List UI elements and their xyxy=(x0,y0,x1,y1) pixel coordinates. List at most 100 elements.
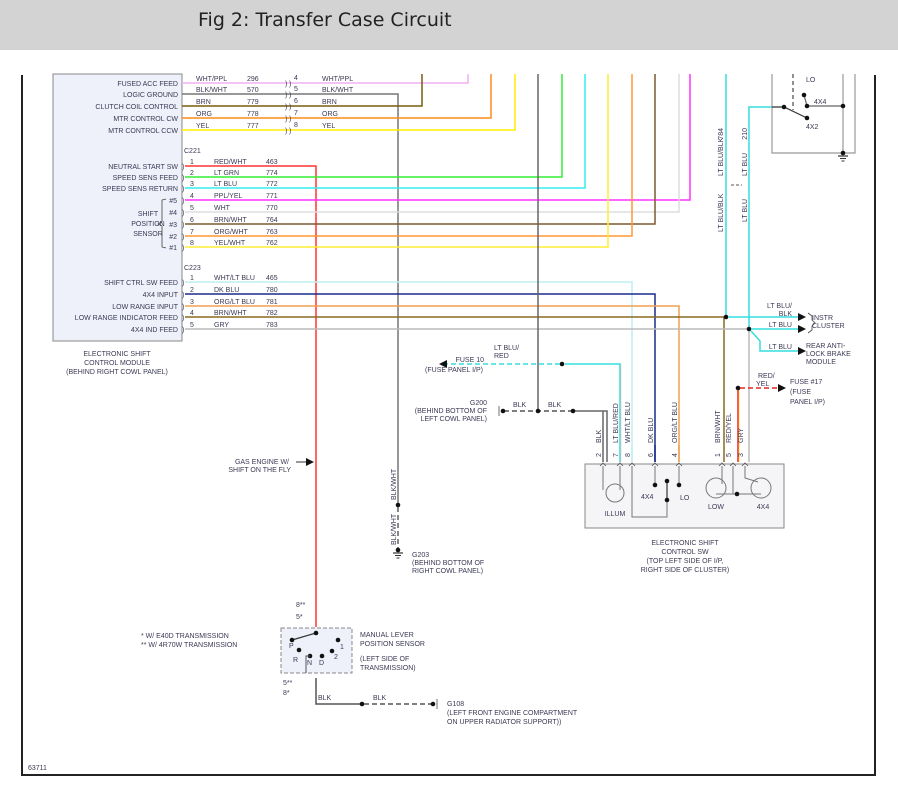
wire-color-label: LT BLU xyxy=(214,181,237,188)
wire-color-label: BRN xyxy=(322,99,337,106)
wire-color-label: LT BLU/RED xyxy=(613,403,620,443)
wire-color-label: BRN xyxy=(196,99,211,106)
splice-dot xyxy=(723,314,729,320)
pin-number: 5 xyxy=(726,453,733,457)
connector-icon: ) xyxy=(285,116,287,123)
low-lamp-label: LOW xyxy=(708,504,724,511)
connector-icon: ) xyxy=(182,175,184,182)
wire-color-label: RED/WHT xyxy=(214,159,247,166)
wire-brn-wht xyxy=(185,316,725,462)
pin-function-label: 4X4 IND FEED xyxy=(131,327,178,334)
pin-function-label: SHIFT CTRL SW FEED xyxy=(104,280,178,287)
wire-color-label: LT BLU xyxy=(769,344,792,351)
wire-color-label: LT BLU xyxy=(742,153,749,176)
instr-cluster-label: CLUSTER xyxy=(812,323,845,330)
circuit-number: 784 xyxy=(718,128,725,140)
connector-icon: ) xyxy=(289,104,291,111)
pin-function-label: MTR CONTROL CCW xyxy=(108,128,178,135)
connector-icon: ) xyxy=(289,92,291,99)
wire-color-label: WHT/LT BLU xyxy=(625,402,632,443)
wire-color-label: LT BLU xyxy=(769,322,792,329)
circuit-number: 463 xyxy=(266,159,278,166)
wire-color-label: BLK/WHT xyxy=(391,513,398,545)
wire-color-label: LT BLU/ xyxy=(767,303,792,310)
circuit-number: 778 xyxy=(247,111,259,118)
connector-label-c221: C221 xyxy=(184,148,201,155)
circuit-number: 774 xyxy=(266,170,278,177)
shift-position-sensor-label: SHIFT xyxy=(138,211,159,218)
mlps-position-label: R xyxy=(293,657,298,664)
g108-label: (LEFT FRONT ENGINE COMPARTMENT xyxy=(447,710,578,717)
splice-dot xyxy=(535,408,541,414)
pin-number: 6 xyxy=(190,217,194,224)
mlps-position-label: 1 xyxy=(340,644,344,651)
header-bar: Fig 2: Transfer Case Circuit xyxy=(0,0,898,50)
connector-icon: ) xyxy=(182,222,184,229)
wire-brn-wht xyxy=(185,74,656,225)
pin-number: 2 xyxy=(190,170,194,177)
pin-number: 3 xyxy=(190,181,194,188)
connector-icon: ) xyxy=(182,292,184,299)
wire-color-label: LT BLU xyxy=(742,199,749,222)
fuse-10-label: FUSE 10 xyxy=(456,357,485,364)
switch-label-lo: LO xyxy=(806,77,816,84)
circuit-number: 764 xyxy=(266,217,278,224)
pin-number: 8 xyxy=(625,453,632,457)
control-module-box xyxy=(52,73,183,342)
wire-color-label: ORG/WHT xyxy=(214,229,249,236)
wire-color-label: WHT/PPL xyxy=(322,76,353,83)
pin-number: 3 xyxy=(738,453,745,457)
abs-module-label: REAR ANTI- xyxy=(806,343,846,350)
pin-number: 1 xyxy=(190,159,194,166)
mlps-position-label: D xyxy=(319,660,324,667)
pin-function-label: FUSED ACC FEED xyxy=(117,81,178,88)
wire-color-label: BLK xyxy=(779,311,793,318)
wire-color-label: BLK/WHT xyxy=(196,87,228,94)
illum-lamp-icon xyxy=(605,483,625,503)
pin-number: 1 xyxy=(190,275,194,282)
splice-dot xyxy=(289,637,295,643)
internal-wire xyxy=(744,466,759,483)
circuit-number: 296 xyxy=(247,76,259,83)
mlps-selector xyxy=(291,632,317,641)
module-caption: ELECTRONIC SHIFT xyxy=(83,351,151,358)
4x4-lamp-icon xyxy=(750,477,772,499)
wire-color-label: BLK/WHT xyxy=(391,468,398,500)
pin-number: 4 xyxy=(190,310,194,317)
splice-dot xyxy=(395,547,401,553)
wire-wht xyxy=(185,74,680,213)
wire-color-label: YEL xyxy=(322,123,335,130)
splice-dot xyxy=(840,150,846,156)
wire-color-label: BLK xyxy=(373,695,387,702)
pin-number: 4 xyxy=(190,193,194,200)
wire-color-label: LT GRN xyxy=(214,170,239,177)
mlps-label: POSITION SENSOR xyxy=(360,641,425,648)
connector-icon: ) xyxy=(285,92,287,99)
g108-label: G108 xyxy=(447,701,464,708)
splice-dot xyxy=(804,115,810,121)
wire-color-label: WHT xyxy=(214,205,231,212)
arrow-icon xyxy=(778,384,786,392)
wire-lt-grn xyxy=(185,74,563,178)
brace xyxy=(807,312,816,334)
pin-number: 7 xyxy=(190,229,194,236)
connector-icon: ) xyxy=(182,164,184,171)
splice-dot xyxy=(335,637,341,643)
splice-dot xyxy=(500,408,506,414)
wire-org-lt-blu xyxy=(185,305,680,462)
transmission-note: * W/ E40D TRANSMISSION xyxy=(141,633,229,640)
pin-number: 6 xyxy=(294,98,298,105)
connector-icon: ) xyxy=(289,116,291,123)
wire-color-label: BLK/WHT xyxy=(322,87,354,94)
diagram-frame xyxy=(21,75,876,776)
abs-module-label: LOCK BRAKE xyxy=(806,351,851,358)
illum-label: ILLUM xyxy=(605,511,626,518)
wire-color-label: BRN/WHT xyxy=(214,217,247,224)
splice-dot xyxy=(559,361,565,367)
pin-number: 5** xyxy=(283,680,293,687)
circuit-number: 763 xyxy=(266,229,278,236)
arrow-icon xyxy=(439,360,447,368)
pin-terminal-icon xyxy=(675,462,683,467)
mlps-label: TRANSMISSION) xyxy=(360,665,416,672)
splice-dot xyxy=(395,502,401,508)
